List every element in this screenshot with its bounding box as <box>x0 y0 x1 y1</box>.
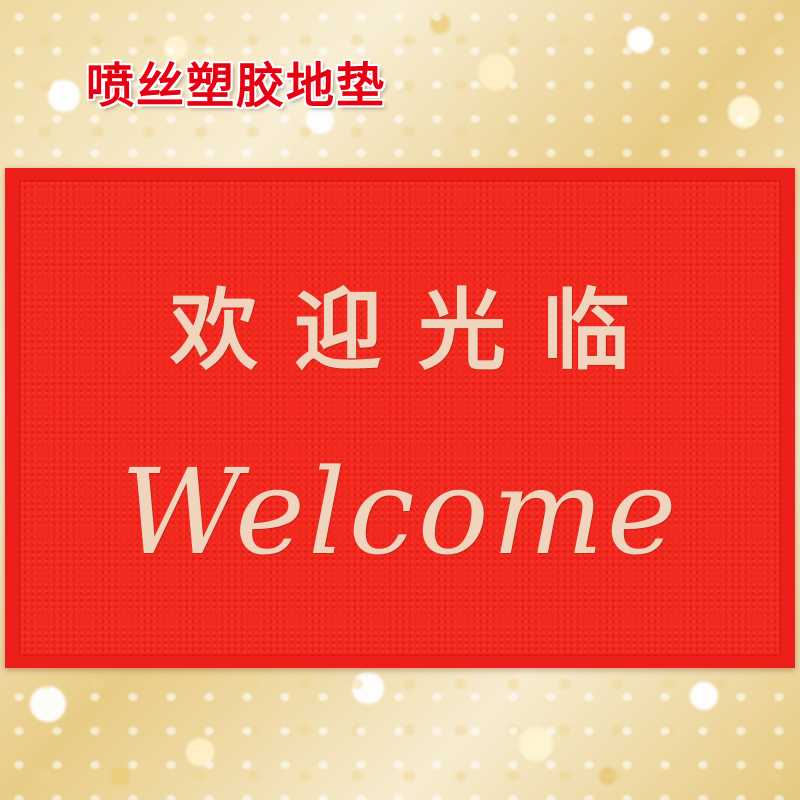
mat-surface: 欢迎光临 Welcome <box>19 180 781 656</box>
mat-welcome-lettering: Welcome <box>120 443 680 581</box>
door-mat: 欢迎光临 Welcome <box>5 168 795 668</box>
product-title: 喷丝塑胶地垫 <box>86 58 387 114</box>
mat-chinese-lettering: 欢迎光临 <box>169 278 666 382</box>
